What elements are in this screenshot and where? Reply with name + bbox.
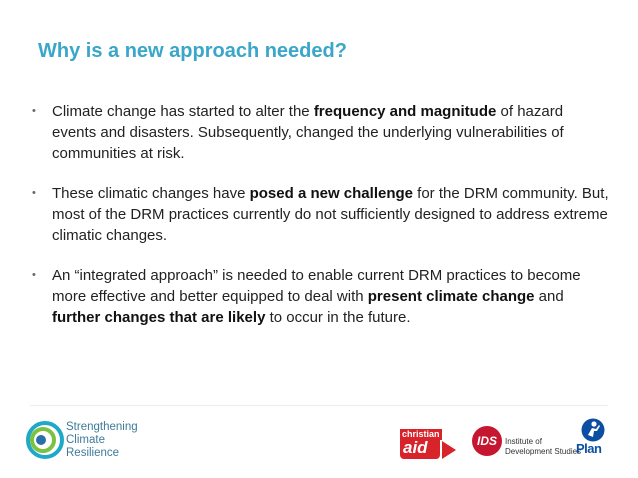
christian-aid-box: aid bbox=[400, 438, 440, 459]
plan-logo-text: Plan bbox=[576, 441, 602, 456]
christian-aid-top-text: christian bbox=[400, 429, 442, 440]
bullet-item: • An “integrated approach” is needed to … bbox=[30, 265, 610, 328]
bullet-text: Climate change has started to alter the … bbox=[52, 103, 564, 162]
bullet-item: • These climatic changes have posed a ne… bbox=[30, 183, 610, 246]
scr-logo-text: Strengthening Climate Resilience bbox=[66, 421, 138, 459]
footer-divider bbox=[30, 405, 608, 406]
ids-mark: IDS bbox=[472, 426, 502, 456]
ids-logo: IDS Institute of Development Studies bbox=[472, 424, 581, 460]
christian-aid-logo: christian aid bbox=[400, 429, 462, 459]
slide-title: Why is a new approach needed? bbox=[38, 40, 347, 62]
concentric-rings-icon bbox=[26, 421, 64, 459]
bullet-list: • Climate change has started to alter th… bbox=[30, 101, 610, 347]
christian-aid-arrow-icon bbox=[442, 441, 456, 459]
bullet-marker: • bbox=[32, 269, 36, 281]
plan-logo: Plan bbox=[576, 418, 612, 458]
ids-logo-text: Institute of Development Studies bbox=[505, 437, 582, 456]
bullet-marker: • bbox=[32, 105, 36, 117]
bullet-text: These climatic changes have posed a new … bbox=[52, 185, 609, 244]
strengthening-climate-resilience-logo: Strengthening Climate Resilience bbox=[26, 420, 146, 464]
bullet-item: • Climate change has started to alter th… bbox=[30, 101, 610, 164]
bullet-marker: • bbox=[32, 187, 36, 199]
bullet-text: An “integrated approach” is needed to en… bbox=[52, 267, 581, 326]
plan-figure-icon bbox=[581, 418, 605, 442]
